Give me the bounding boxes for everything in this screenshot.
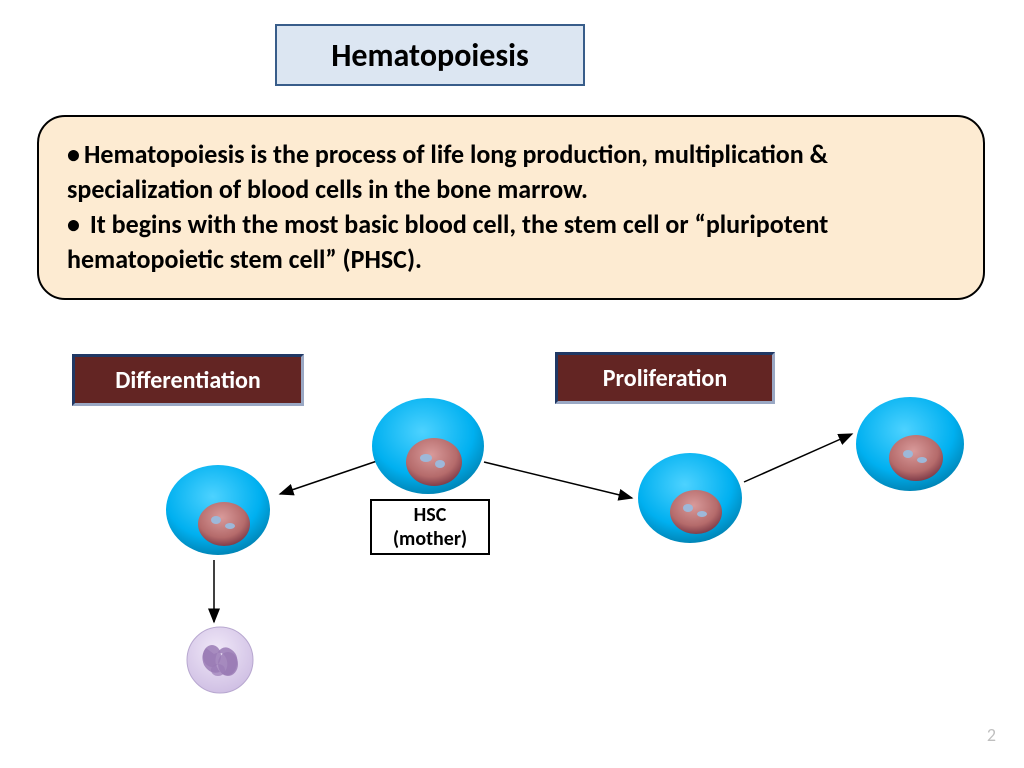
callout-item-2: It begins with the most basic blood cell…	[67, 207, 955, 277]
hsc-mother-label: HSC (mother)	[370, 499, 490, 555]
callout-item-1: Hematopoiesis is the process of life lon…	[67, 137, 955, 207]
page-title: Hematopoiesis	[275, 24, 585, 86]
hsc-label-line2: (mother)	[393, 527, 467, 551]
proliferation-label: Proliferation	[555, 352, 775, 404]
cell-mother	[372, 398, 484, 494]
definition-callout: Hematopoiesis is the process of life lon…	[37, 115, 985, 300]
differentiation-label: Differentiation	[72, 354, 304, 406]
hsc-label-line1: HSC	[414, 503, 447, 527]
page-number: 2	[987, 724, 996, 746]
cell-proliferation-1	[638, 453, 742, 543]
cell-differentiated	[187, 627, 253, 693]
cell-proliferation-2	[856, 397, 964, 491]
cell-differentiation-parent	[166, 465, 270, 555]
